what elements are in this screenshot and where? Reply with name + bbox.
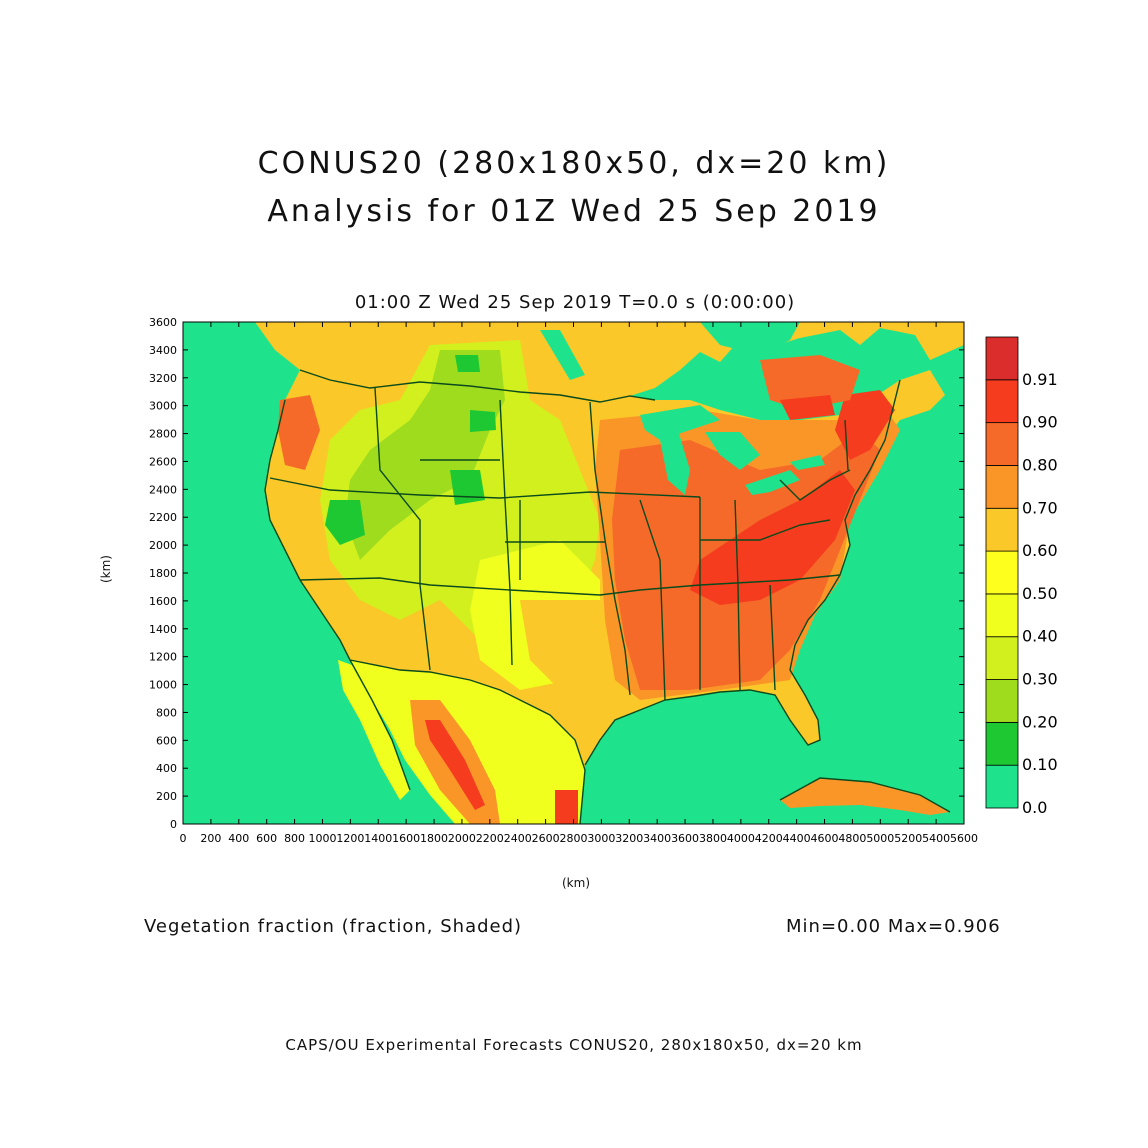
- x-tick-label: 800: [284, 832, 305, 845]
- x-tick-label: 200: [200, 832, 221, 845]
- x-tick-label: 1000: [308, 832, 336, 845]
- y-tick-label: 1600: [149, 595, 177, 608]
- colorbar-label: 0.90: [1022, 413, 1058, 432]
- x-tick-label: 2600: [532, 832, 560, 845]
- plot-title-line1: CONUS20 (280x180x50, dx=20 km): [257, 146, 891, 181]
- y-tick-label: 3200: [149, 372, 177, 385]
- y-tick-label: 2600: [149, 455, 177, 468]
- x-tick-label: 5600: [950, 832, 978, 845]
- x-tick-label: 4600: [811, 832, 839, 845]
- y-tick-label: 2000: [149, 539, 177, 552]
- colorbar-label: 0.10: [1022, 755, 1058, 774]
- x-tick-label: 2200: [476, 832, 504, 845]
- x-tick-label: 1600: [392, 832, 420, 845]
- colorbar-swatch: [985, 721, 1019, 766]
- x-tick-label: 4800: [838, 832, 866, 845]
- y-tick-label: 1400: [149, 623, 177, 636]
- x-tick-label: 1200: [336, 832, 364, 845]
- y-tick-label: 2400: [149, 483, 177, 496]
- colorbar-swatch: [985, 379, 1019, 424]
- colorbar-swatch: [985, 550, 1019, 595]
- x-tick-label: 3600: [671, 832, 699, 845]
- x-tick-label: 2800: [560, 832, 588, 845]
- x-tick-label: 5000: [866, 832, 894, 845]
- colorbar-label: 0.0: [1022, 798, 1047, 817]
- colorbar-label: 0.40: [1022, 627, 1058, 646]
- colorbar-swatch: [985, 636, 1019, 680]
- x-tick-label: 5200: [894, 832, 922, 845]
- colorbar-label: 0.80: [1022, 455, 1058, 474]
- x-tick-label: 3800: [699, 832, 727, 845]
- colorbar-swatch: [985, 764, 1019, 809]
- y-tick-label: 2800: [149, 428, 177, 441]
- x-tick-label: 4400: [783, 832, 811, 845]
- colorbar-swatch: [985, 593, 1019, 638]
- x-tick-label: 5400: [922, 832, 950, 845]
- x-tick-label: 0: [180, 832, 187, 845]
- x-tick-label: 1800: [420, 832, 448, 845]
- vegetation-field: [255, 322, 964, 824]
- y-tick-label: 3000: [149, 400, 177, 413]
- y-axis: 0 200 400 600 800 1000 1200 1400 1600 1800 2000 220…: [149, 316, 964, 831]
- x-tick-label: 3000: [587, 832, 615, 845]
- y-tick-label: 800: [156, 706, 177, 719]
- y-axis-unit: (km): [99, 554, 114, 584]
- valid-time-label: 01:00 Z Wed 25 Sep 2019 T=0.0 s (0:00:00…: [354, 292, 796, 313]
- x-tick-label: 1400: [364, 832, 392, 845]
- colorbar-label: 0.20: [1022, 712, 1058, 731]
- colorbar-swatch: [985, 422, 1019, 466]
- x-axis-unit: (km): [562, 876, 591, 890]
- x-tick-label: 4200: [755, 832, 783, 845]
- y-tick-label: 3400: [149, 344, 177, 357]
- colorbar-swatch: [985, 679, 1019, 723]
- land-baja: [338, 660, 410, 800]
- x-tick-label: 3400: [643, 832, 671, 845]
- variable-label: Vegetation fraction (fraction, Shaded): [144, 916, 523, 937]
- x-tick-label: 600: [256, 832, 277, 845]
- colorbar: 0.0 0.10 0.20 0.30 0.40 0.50 0.60 0.70 0.80 0.90 0…: [985, 336, 1058, 817]
- boundaries: [264, 369, 951, 824]
- colorbar-label: 0.50: [1022, 584, 1058, 603]
- y-tick-label: 400: [156, 762, 177, 775]
- colorbar-label: 0.60: [1022, 541, 1058, 560]
- colorbar-swatch: [985, 336, 1019, 381]
- colorbar-label: 0.30: [1022, 670, 1058, 689]
- footer-credit: CAPS/OU Experimental Forecasts CONUS20, …: [285, 1036, 863, 1054]
- x-tick-label: 2000: [448, 832, 476, 845]
- x-tick-label: 2400: [504, 832, 532, 845]
- y-tick-label: 1800: [149, 567, 177, 580]
- colorbar-label: 0.70: [1022, 498, 1058, 517]
- y-tick-label: 1000: [149, 679, 177, 692]
- colorbar-label: 0.91: [1022, 370, 1058, 389]
- y-tick-label: 200: [156, 790, 177, 803]
- y-tick-label: 1200: [149, 651, 177, 664]
- x-tick-label: 4000: [727, 832, 755, 845]
- plot-title-line2: Analysis for 01Z Wed 25 Sep 2019: [267, 194, 881, 229]
- min-max-label: Min=0.00 Max=0.906: [786, 916, 1001, 937]
- y-tick-label: 600: [156, 734, 177, 747]
- x-axis: 0 200 400 600 800 1000 1200 1400 1600 1800 2000 220…: [180, 322, 978, 845]
- y-tick-label: 2200: [149, 511, 177, 524]
- colorbar-swatch: [985, 465, 1019, 509]
- colorbar-swatch: [985, 507, 1019, 552]
- y-tick-label: 3600: [149, 316, 177, 329]
- x-tick-label: 400: [228, 832, 249, 845]
- x-tick-label: 3200: [615, 832, 643, 845]
- y-tick-label: 0: [170, 818, 177, 831]
- land-cuba: [780, 778, 950, 815]
